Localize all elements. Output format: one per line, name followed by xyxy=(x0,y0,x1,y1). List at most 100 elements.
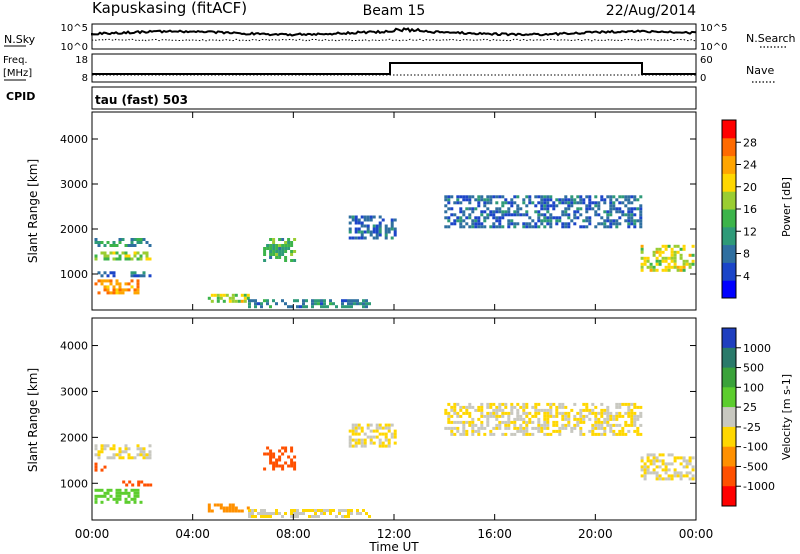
echo-cell xyxy=(573,402,577,406)
echo-cell xyxy=(390,432,394,436)
echo-cell xyxy=(296,299,299,303)
echo-cell xyxy=(643,471,647,475)
echo-cell xyxy=(266,244,270,247)
echo-cell xyxy=(272,238,276,241)
echo-cell xyxy=(658,474,662,478)
echo-cell xyxy=(290,253,294,256)
echo-cell xyxy=(652,265,656,269)
echo-cell xyxy=(495,411,499,415)
echo-cell xyxy=(543,426,547,430)
echo-cell xyxy=(115,279,119,283)
echo-cell xyxy=(658,259,662,263)
echo-cell xyxy=(673,262,677,266)
echo-cell xyxy=(317,302,320,306)
echo-cell xyxy=(269,244,273,247)
echo-cell xyxy=(219,293,223,297)
echo-cell xyxy=(365,512,368,515)
echo-cell xyxy=(118,238,122,241)
echo-cell xyxy=(103,491,107,495)
echo-cell xyxy=(658,453,662,457)
echo-cell xyxy=(348,230,352,234)
echo-cell xyxy=(627,423,631,427)
echo-cell xyxy=(540,429,544,433)
echo-cell xyxy=(354,221,358,225)
y-tick-label: 3000 xyxy=(60,178,88,191)
echo-cell xyxy=(655,259,659,263)
echo-cell xyxy=(567,204,571,208)
echo-cell xyxy=(594,420,598,424)
echo-cell xyxy=(609,429,613,433)
echo-cell xyxy=(480,213,484,217)
echo-cell xyxy=(609,213,613,217)
echo-cell xyxy=(606,216,610,220)
echo-cell xyxy=(450,213,454,217)
echo-cell xyxy=(378,215,382,219)
echo-cell xyxy=(615,414,619,418)
echo-cell xyxy=(597,411,601,415)
echo-cell xyxy=(251,299,254,303)
echo-cell xyxy=(474,423,478,427)
echo-cell xyxy=(636,219,640,223)
echo-cell xyxy=(231,503,235,507)
echo-cell xyxy=(272,452,276,456)
echo-cell xyxy=(567,420,571,424)
colorbar-swatch xyxy=(722,328,736,349)
time-axis-label: Time UT xyxy=(368,540,419,554)
echo-cell xyxy=(240,293,244,297)
echo-cell xyxy=(351,423,355,427)
echo-cell xyxy=(139,500,143,504)
echo-cell xyxy=(474,207,478,211)
echo-cell xyxy=(561,411,565,415)
echo-cell xyxy=(522,222,526,226)
freq-label-line1: Freq. xyxy=(3,55,28,66)
echo-cell xyxy=(639,216,643,220)
echo-cell xyxy=(248,299,251,303)
echo-cell xyxy=(462,198,466,202)
echo-cell xyxy=(643,465,647,469)
echo-cell xyxy=(615,225,619,229)
echo-cell xyxy=(546,222,550,226)
echo-cell xyxy=(606,414,610,418)
echo-cell xyxy=(341,509,344,512)
echo-cell xyxy=(278,449,282,453)
echo-cell xyxy=(655,268,659,272)
echo-cell xyxy=(320,512,323,515)
echo-cell xyxy=(462,405,466,409)
echo-cell xyxy=(266,512,269,515)
echo-cell xyxy=(561,426,565,430)
echo-cell xyxy=(486,417,490,421)
echo-cell xyxy=(344,509,347,512)
echo-cell xyxy=(510,432,514,436)
echo-cell xyxy=(594,405,598,409)
echo-cell xyxy=(585,405,589,409)
echo-cell xyxy=(561,405,565,409)
echo-cell xyxy=(348,438,352,442)
y-tick-label: 3000 xyxy=(60,385,88,398)
echo-cell xyxy=(498,225,502,229)
echo-cell xyxy=(633,411,637,415)
echo-cell xyxy=(588,417,592,421)
echo-cell xyxy=(612,207,616,211)
echo-cell xyxy=(664,265,668,269)
echo-cell xyxy=(296,305,299,309)
echo-cell xyxy=(543,216,547,220)
echo-cell xyxy=(375,435,379,439)
echo-cell xyxy=(685,262,689,266)
echo-cell xyxy=(237,299,241,303)
echo-cell xyxy=(561,198,565,202)
echo-cell xyxy=(546,408,550,412)
echo-cell xyxy=(142,274,146,278)
echo-cell xyxy=(670,250,674,254)
colorbar-swatch xyxy=(722,137,736,157)
echo-cell xyxy=(501,210,505,214)
echo-cell xyxy=(555,216,559,220)
echo-cell xyxy=(618,429,622,433)
echo-cell xyxy=(323,305,326,309)
echo-cell xyxy=(275,253,279,256)
echo-cell xyxy=(489,411,493,415)
echo-cell xyxy=(287,305,290,309)
echo-cell xyxy=(393,227,397,231)
echo-cell xyxy=(658,247,662,251)
echo-cell xyxy=(207,296,211,300)
echo-cell xyxy=(287,244,291,247)
